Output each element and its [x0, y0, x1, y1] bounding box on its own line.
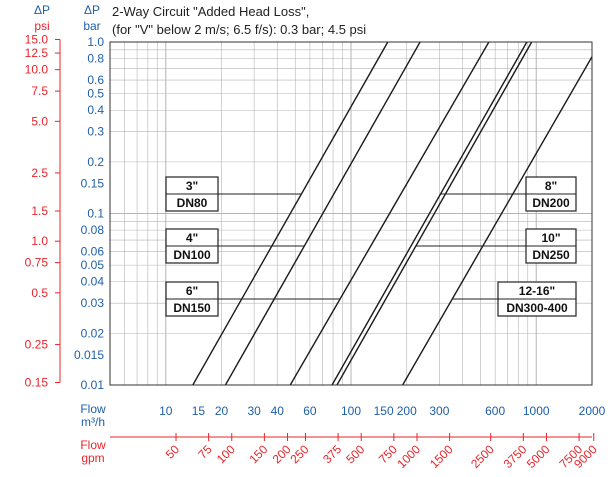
x-tick-label-gpm: 50 [163, 442, 183, 462]
y-tick-label-bar: 0.6 [87, 73, 104, 87]
y-tick-label-psi: 0.25 [25, 337, 49, 351]
x-tick-label-m3h: 20 [215, 404, 229, 418]
series-line-dn100 [224, 42, 421, 385]
y-tick-label-bar: 0.5 [87, 87, 104, 101]
y-tick-label-bar: 0.2 [87, 155, 104, 169]
plot-frame [109, 41, 593, 386]
size-label-inch: 6" [186, 284, 198, 298]
x-tick-label-gpm: 3750 [501, 442, 530, 471]
y-tick-label-psi: 0.5 [31, 286, 48, 300]
x-tick-label-m3h: 60 [303, 404, 317, 418]
series-line-dn80 [192, 42, 389, 385]
bar-delta-symbol: ΔP [84, 3, 100, 17]
y-tick-label-psi: 5.0 [31, 114, 48, 128]
x-tick-label-gpm: 75 [195, 442, 215, 462]
y-tick-label-psi: 0.75 [25, 256, 49, 270]
x-tick-label-gpm: 150 [246, 442, 270, 466]
chart-title: 2-Way Circuit "Added Head Loss", [112, 4, 309, 19]
size-label-inch: 4" [186, 231, 198, 245]
series-group [192, 42, 592, 385]
y-tick-label-psi: 10.0 [25, 63, 49, 77]
x-tick-label-gpm: 1500 [427, 442, 456, 471]
y-tick-label-psi: 7.5 [31, 84, 48, 98]
y-tick-label-psi: 2.5 [31, 166, 48, 180]
y-tick-label-bar: 0.02 [81, 326, 105, 340]
series-line-dn150 [289, 42, 490, 385]
series-line-dn250 [336, 42, 533, 385]
y-tick-label-bar: 0.015 [74, 348, 104, 362]
x-tick-label-gpm: 500 [343, 442, 367, 466]
x-tick-label-m3h: 40 [271, 404, 285, 418]
size-label-inch: 8" [545, 179, 557, 193]
series-line-dn200 [331, 42, 528, 385]
x-tick-label-m3h: 150 [374, 404, 394, 418]
y-tick-label-bar: 0.15 [81, 176, 105, 190]
y-tick-label-bar: 0.03 [81, 296, 105, 310]
size-label-dn: DN100 [173, 248, 211, 262]
y-tick-label-bar: 0.01 [81, 378, 105, 392]
size-label-dn: DN80 [177, 196, 208, 210]
series-lines [192, 42, 592, 385]
size-labels: 3" DN80 4" DN100 6" DN150 8" DN200 10" DN250 12-16… [165, 176, 577, 317]
x-tick-label-m3h: 100 [341, 404, 361, 418]
size-label-inch: 3" [186, 179, 198, 193]
size-label-inch: 12-16" [519, 284, 555, 298]
psi-delta-symbol: ΔP [34, 3, 50, 17]
y-tick-label-bar: 0.05 [81, 258, 105, 272]
x-tick-label-m3h: 2000 [579, 404, 606, 418]
size-label-dn: DN300-400 [506, 301, 568, 315]
y-tick-label-bar: 0.1 [87, 207, 104, 221]
x-tick-label-m3h: 200 [397, 404, 417, 418]
y-tick-label-psi: 0.15 [25, 375, 49, 389]
x-axis-label: Flow [80, 402, 106, 416]
x-tick-label-gpm: 1000 [394, 442, 423, 471]
grid-lines [109, 41, 593, 386]
y-tick-label-bar: 0.08 [81, 223, 105, 237]
y-tick-label-psi: 12.5 [25, 46, 49, 60]
size-label-dn: DN200 [532, 196, 570, 210]
y-tick-label-bar: 0.04 [81, 275, 105, 289]
y-tick-label-bar: 0.4 [87, 103, 104, 117]
bar-axis-unit: bar [83, 19, 100, 33]
x-tick-label-m3h: 30 [247, 404, 261, 418]
x-tick-label-m3h: 15 [192, 404, 206, 418]
y-tick-label-bar: 0.06 [81, 245, 105, 259]
y-tick-label-bar: 1.0 [87, 35, 104, 49]
y-tick-label-bar: 0.3 [87, 125, 104, 139]
x-tick-label-gpm: 2500 [468, 442, 497, 471]
x-tick-label-gpm: 250 [288, 442, 312, 466]
x2-axis-label: Flow [80, 438, 106, 452]
y-tick-label-psi: 1.0 [31, 234, 48, 248]
x-tick-label-m3h: 600 [485, 404, 505, 418]
chart-subtitle: (for "V" below 2 m/s; 6.5 f/s): 0.3 bar;… [112, 22, 366, 37]
x-axis-unit: m³/h [81, 415, 105, 429]
series-line-dn300-400 [402, 56, 592, 385]
x-tick-label-m3h: 300 [429, 404, 449, 418]
size-label-dn: DN250 [532, 248, 570, 262]
size-label-inch: 10" [541, 231, 560, 245]
x-tick-label-m3h: 1000 [523, 404, 550, 418]
y-tick-label-bar: 0.8 [87, 52, 104, 66]
y-tick-label-psi: 1.5 [31, 204, 48, 218]
x2-axis-unit: gpm [81, 451, 104, 465]
psi-axis-unit: psi [34, 19, 49, 33]
size-label-dn: DN150 [173, 301, 211, 315]
x-tick-label-gpm: 5000 [524, 442, 553, 471]
x-tick-label-gpm: 375 [320, 442, 344, 466]
y-tick-label-psi: 15.0 [25, 32, 49, 46]
x-tick-label-m3h: 10 [159, 404, 173, 418]
x-tick-label-gpm: 100 [214, 442, 238, 466]
